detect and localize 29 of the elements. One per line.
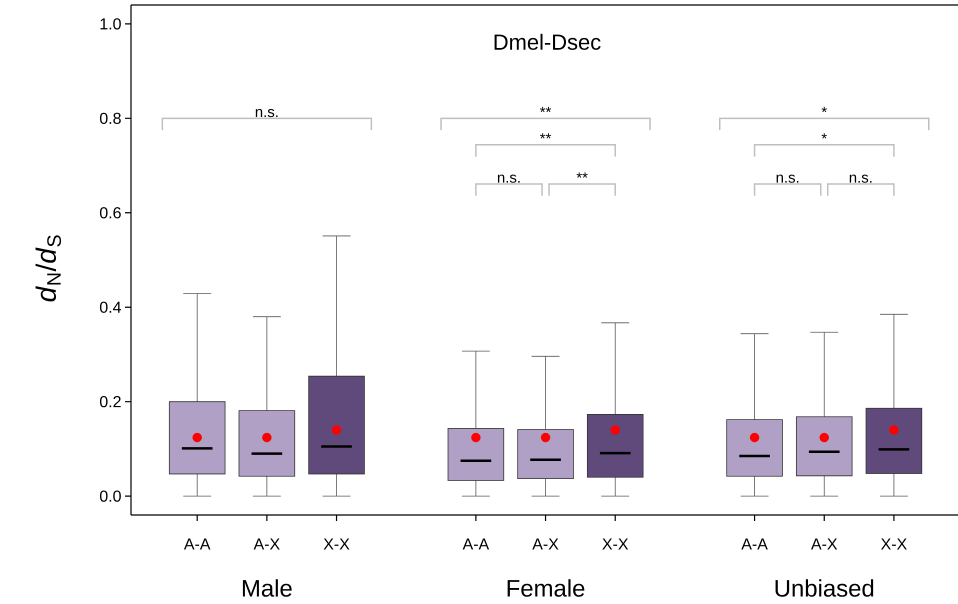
x-tick-label: A-A <box>184 538 210 550</box>
y-tick-label: 0.4 <box>100 302 122 313</box>
y-tick-label: 0.8 <box>100 112 121 124</box>
text: Dmel-Dsec <box>494 34 601 50</box>
x-tick-label: X-X <box>602 538 628 550</box>
x-tick-label: A-X <box>810 538 838 550</box>
annotation: n.s. <box>498 174 520 183</box>
annotation: ** <box>540 106 552 112</box>
text: Female <box>508 579 584 597</box>
annotation: ** <box>540 133 552 139</box>
text: Male <box>242 579 292 597</box>
x-tick-label: A-A <box>741 538 768 550</box>
x-tick-label: A-A <box>462 538 490 550</box>
annotation: n.s. <box>776 174 798 183</box>
annotation: * <box>822 133 827 139</box>
y-tick-label: 0.6 <box>100 207 121 218</box>
y-tick-label: 0.2 <box>100 396 121 408</box>
annotation: ** <box>576 172 588 178</box>
annotation: * <box>822 106 827 112</box>
y-tick-label: 0.0 <box>100 490 121 502</box>
annotation: n.s. <box>850 174 872 183</box>
x-tick-label: X-X <box>324 538 350 550</box>
x-tick-label: A-X <box>532 538 558 550</box>
y-axis-title: d$_{N}$/d$_{S}$ <box>36 235 62 302</box>
text: Unbiased <box>776 579 874 597</box>
x-tick-label: A-X <box>254 538 280 550</box>
annotation: n.s. <box>256 108 278 118</box>
y-tick-label: 1.0 <box>100 18 121 30</box>
x-tick-label: X-X <box>880 538 907 550</box>
